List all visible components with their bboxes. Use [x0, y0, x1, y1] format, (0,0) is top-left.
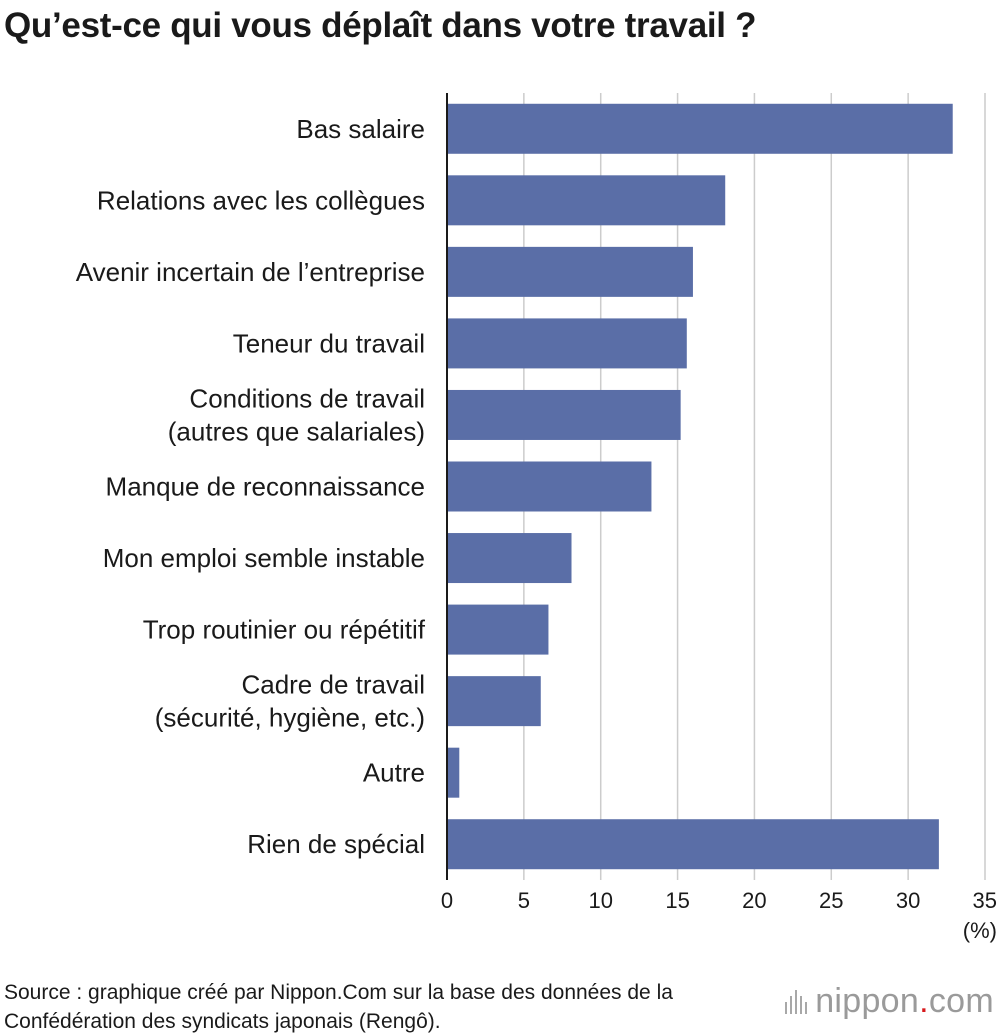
bar-8 [447, 676, 541, 727]
bar-4 [447, 389, 681, 440]
category-label-4-line-0: Conditions de travail [189, 383, 425, 413]
bar-7 [447, 604, 549, 655]
bar-chart: Bas salaire Relations avec les collègues A… [76, 93, 997, 943]
category-label-4-line-1: (autres que salariales) [168, 416, 425, 446]
bar-9 [447, 747, 460, 798]
bar-6 [447, 533, 572, 584]
bar-5 [447, 461, 652, 512]
x-tick-label-30: 30 [896, 888, 920, 913]
x-tick-label-5: 5 [518, 888, 530, 913]
x-tick-label-25: 25 [819, 888, 843, 913]
chart-title: Qu’est-ce qui vous déplaît dans votre tr… [4, 6, 757, 45]
logo-bars-icon [785, 989, 808, 1014]
bar-10 [447, 819, 939, 870]
category-label-8-line-0: Cadre de travail [241, 670, 425, 700]
nippon-logo: nippon.com [785, 982, 994, 1021]
x-tick-label-0: 0 [441, 888, 453, 913]
bar-1 [447, 175, 726, 226]
category-label-8-line-1: (sécurité, hygiène, etc.) [155, 703, 425, 733]
x-tick-label-15: 15 [665, 888, 689, 913]
source-note: Source : graphique créé par Nippon.Com s… [4, 981, 673, 1033]
x-tick-label-20: 20 [742, 888, 766, 913]
category-label-10: Rien de spécial [247, 829, 425, 859]
bar-2 [447, 246, 693, 297]
category-label-7: Trop routinier ou répétitif [143, 615, 426, 645]
category-label-1: Relations avec les collègues [97, 185, 425, 215]
x-unit-label: (%) [963, 918, 997, 943]
bar-3 [447, 318, 687, 369]
category-label-9: Autre [363, 758, 425, 788]
x-tick-label-10: 10 [588, 888, 612, 913]
x-tick-label-35: 35 [973, 888, 997, 913]
bar-0 [447, 103, 953, 154]
category-label-0: Bas salaire [296, 114, 425, 144]
category-label-5: Manque de reconnaissance [106, 472, 425, 502]
category-label-6: Mon emploi semble instable [103, 543, 425, 573]
category-label-3: Teneur du travail [233, 328, 425, 358]
category-label-2: Avenir incertain de l’entreprise [76, 257, 425, 287]
logo-wordmark: nippon.com [815, 982, 994, 1020]
